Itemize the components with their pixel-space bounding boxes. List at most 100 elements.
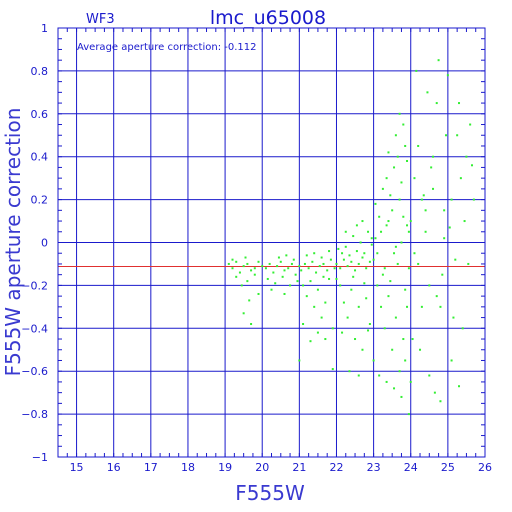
data-point bbox=[376, 284, 379, 287]
data-point bbox=[404, 144, 407, 147]
data-point bbox=[322, 275, 325, 278]
data-point bbox=[446, 74, 449, 77]
data-point bbox=[448, 226, 451, 229]
data-point bbox=[298, 359, 301, 362]
x-tick-label: 22 bbox=[329, 461, 343, 474]
data-point bbox=[357, 305, 360, 308]
y-tick-label: −0.2 bbox=[21, 279, 48, 292]
data-point bbox=[467, 262, 470, 265]
data-point bbox=[402, 123, 405, 126]
plot-frame bbox=[57, 27, 486, 458]
data-point bbox=[452, 316, 455, 319]
data-point bbox=[357, 262, 360, 265]
data-point bbox=[387, 295, 390, 298]
y-tick-labels: −1 −0.8 −0.6 −0.4 −0.2 0 0.2 0.4 0.6 0.8 1 bbox=[21, 22, 48, 464]
data-points bbox=[227, 59, 475, 416]
y-tick-label: 0 bbox=[41, 237, 48, 250]
data-point bbox=[456, 134, 459, 137]
data-point bbox=[307, 267, 310, 270]
data-point bbox=[316, 288, 319, 291]
data-point bbox=[413, 177, 416, 180]
data-point bbox=[378, 215, 381, 218]
data-point bbox=[279, 260, 282, 263]
data-point bbox=[407, 413, 410, 416]
data-point bbox=[268, 262, 271, 265]
data-point bbox=[324, 338, 327, 341]
data-point bbox=[250, 269, 253, 272]
y-tick-label: 1 bbox=[41, 22, 48, 35]
data-point bbox=[354, 338, 357, 341]
data-point bbox=[367, 230, 370, 233]
data-point bbox=[376, 252, 379, 255]
data-point bbox=[281, 275, 284, 278]
data-point bbox=[367, 329, 370, 332]
data-point bbox=[292, 258, 295, 261]
data-point bbox=[404, 359, 407, 362]
data-point bbox=[328, 250, 331, 253]
data-point bbox=[309, 280, 312, 283]
x-tick-label: 23 bbox=[367, 461, 381, 474]
data-point bbox=[257, 260, 260, 263]
data-point bbox=[298, 265, 301, 268]
data-point bbox=[309, 340, 312, 343]
data-point bbox=[352, 235, 355, 238]
data-point bbox=[355, 224, 358, 227]
average-annotation: Average aperture correction: -0.112 bbox=[77, 42, 257, 53]
data-point bbox=[374, 202, 377, 205]
data-point bbox=[342, 258, 345, 261]
data-point bbox=[463, 220, 466, 223]
data-point bbox=[354, 269, 357, 272]
data-point bbox=[420, 198, 423, 201]
data-point bbox=[357, 374, 360, 377]
data-point bbox=[348, 370, 351, 373]
data-point bbox=[344, 230, 347, 233]
data-point bbox=[244, 256, 247, 259]
data-point bbox=[253, 267, 256, 270]
data-point bbox=[404, 288, 407, 291]
data-point bbox=[400, 395, 403, 398]
data-point bbox=[326, 269, 329, 272]
data-point bbox=[471, 164, 474, 167]
data-point bbox=[398, 112, 401, 115]
data-point bbox=[266, 277, 269, 280]
data-point bbox=[391, 348, 394, 351]
data-point bbox=[350, 288, 353, 291]
data-point bbox=[257, 292, 260, 295]
data-point bbox=[380, 230, 383, 233]
data-point bbox=[363, 252, 366, 255]
data-point bbox=[370, 237, 373, 240]
data-point bbox=[430, 166, 433, 169]
data-point bbox=[365, 267, 368, 270]
data-point bbox=[339, 267, 342, 270]
data-point bbox=[387, 220, 390, 223]
data-point bbox=[246, 262, 249, 265]
data-point bbox=[227, 262, 230, 265]
data-point bbox=[328, 277, 331, 280]
x-tick-label: 26 bbox=[478, 461, 492, 474]
data-point bbox=[359, 241, 362, 244]
data-point bbox=[454, 258, 457, 261]
data-point bbox=[472, 198, 475, 201]
data-point bbox=[417, 262, 420, 265]
data-point bbox=[374, 237, 377, 240]
data-point bbox=[231, 267, 234, 270]
data-point bbox=[365, 297, 368, 300]
data-point bbox=[324, 301, 327, 304]
y-tick-label: −0.4 bbox=[21, 322, 48, 335]
data-point bbox=[246, 280, 249, 283]
data-point bbox=[424, 209, 427, 212]
data-point bbox=[380, 305, 383, 308]
data-point bbox=[402, 215, 405, 218]
data-point bbox=[435, 102, 438, 105]
grid-layer bbox=[57, 27, 486, 458]
y-tick-label: 0.8 bbox=[31, 65, 49, 78]
x-axis-title: F555W bbox=[235, 481, 305, 505]
data-point bbox=[305, 295, 308, 298]
data-point bbox=[435, 295, 438, 298]
data-point bbox=[432, 187, 435, 190]
data-point bbox=[361, 220, 364, 223]
data-point bbox=[303, 262, 306, 265]
data-point bbox=[437, 59, 440, 62]
data-point bbox=[344, 245, 347, 248]
